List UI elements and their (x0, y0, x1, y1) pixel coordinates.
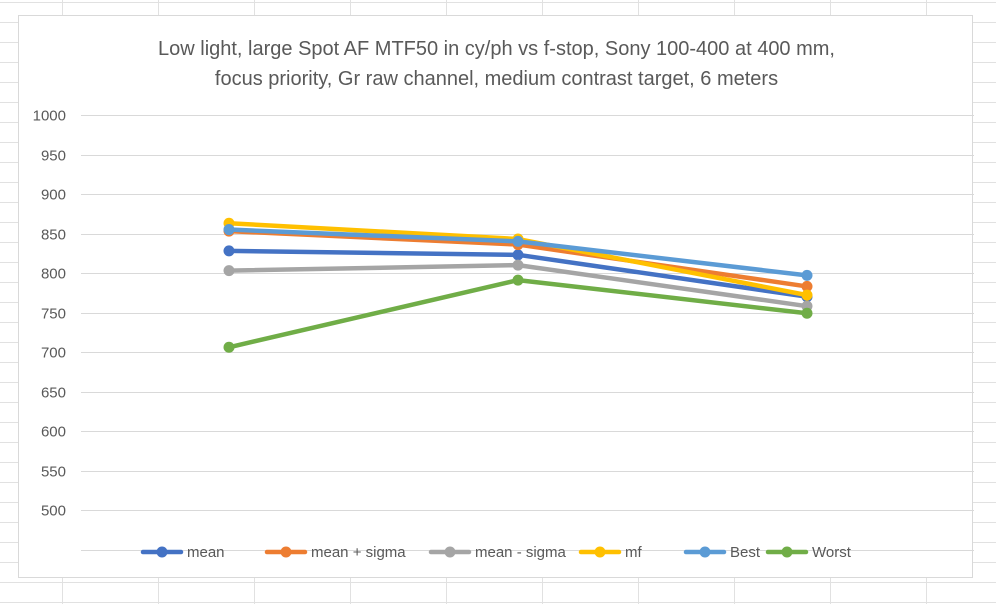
y-tick-label: 700 (41, 345, 66, 362)
y-tick-label: 600 (41, 424, 66, 441)
data-point-0-1 (512, 249, 524, 261)
y-tick-label: 950 (41, 148, 66, 165)
data-point-2-1 (512, 259, 524, 271)
y-tick-label: 500 (41, 503, 66, 520)
y-tick-label: 750 (41, 306, 66, 323)
data-point-4-1 (512, 235, 524, 247)
legend-marker-4 (699, 546, 711, 558)
legend-label-5: Worst (812, 544, 852, 561)
legend-marker-1 (280, 546, 292, 558)
legend-marker-0 (156, 546, 168, 558)
legend-label-3: mf (625, 544, 642, 561)
legend-marker-3 (594, 546, 606, 558)
y-tick-label: 850 (41, 227, 66, 244)
data-point-4-0 (223, 224, 235, 236)
data-point-5-1 (512, 274, 524, 286)
data-point-5-0 (223, 341, 235, 353)
chart-title-line-2: focus priority, Gr raw channel, medium c… (214, 68, 779, 90)
y-tick-label: 800 (41, 266, 66, 283)
y-tick-label: 900 (41, 187, 66, 204)
legend-label-2: mean - sigma (475, 544, 567, 561)
data-point-2-0 (223, 265, 235, 277)
legend-label-0: mean (187, 544, 225, 561)
chart-title: Low light, large Spot AF MTF50 in cy/ph … (19, 34, 974, 94)
legend-label-4: Best (730, 544, 761, 561)
y-tick-label: 1000 (33, 108, 66, 125)
data-point-0-0 (223, 245, 235, 257)
legend-marker-2 (444, 546, 456, 558)
data-point-3-2 (801, 289, 813, 301)
chart-area[interactable]: Low light, large Spot AF MTF50 in cy/ph … (18, 15, 974, 578)
y-tick-label: 650 (41, 385, 66, 402)
data-point-1-2 (801, 280, 813, 292)
chart-plot: 500 550 600 650 700 750 800 850 900 950 1000 mean me… (33, 108, 974, 561)
data-point-4-2 (801, 269, 813, 281)
data-point-5-2 (801, 307, 813, 319)
legend-label-1: mean + sigma (311, 544, 406, 561)
y-tick-label: 550 (41, 464, 66, 481)
chart-title-line-1: Low light, large Spot AF MTF50 in cy/ph … (158, 38, 835, 60)
legend-marker-5 (781, 546, 793, 558)
